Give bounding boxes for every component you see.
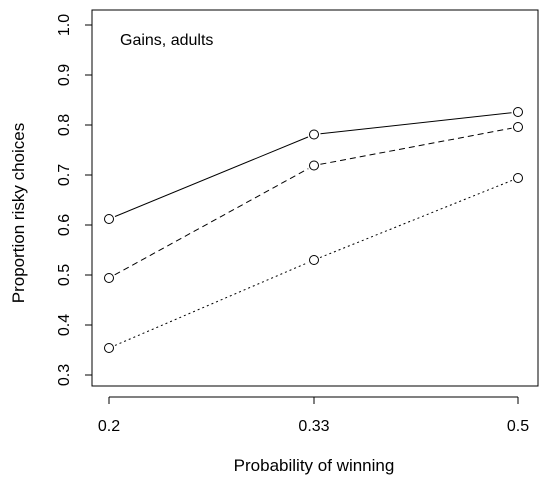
series-1-point <box>513 107 523 117</box>
y-tick-label: 0.6 <box>56 214 73 236</box>
series-3-point <box>309 255 319 265</box>
series-2-point <box>513 122 523 132</box>
series-3-point <box>513 173 523 183</box>
series-1-segment <box>320 112 512 135</box>
series-3-point <box>104 343 114 353</box>
x-tick-label: 0.2 <box>98 418 120 435</box>
series-3-segment <box>114 262 309 346</box>
series-2-point <box>104 273 114 283</box>
series-1-segment <box>114 136 309 217</box>
x-tick-label: 0.5 <box>507 418 529 435</box>
x-axis: 0.2 0.33 0.5 <box>98 396 529 435</box>
x-axis-title: Probability of winning <box>234 456 395 475</box>
x-tick-label: 0.33 <box>298 418 329 435</box>
series-2-point <box>309 160 319 171</box>
y-axis-title: Proportion risky choices <box>9 123 28 303</box>
series-1-point <box>309 129 319 140</box>
y-tick-label: 0.4 <box>56 314 73 336</box>
annotation-label: Gains, adults <box>120 32 213 49</box>
y-tick-label: 0.9 <box>56 64 73 86</box>
y-tick-label: 0.5 <box>56 264 73 286</box>
series-2-segment <box>320 127 512 165</box>
y-axis: 0.3 0.4 0.5 0.6 0.7 0.8 0.9 1.0 <box>56 14 93 386</box>
series-3-segment <box>319 179 513 259</box>
y-tick-label: 0.3 <box>56 364 73 386</box>
series-layer <box>104 107 523 353</box>
y-tick-label: 0.8 <box>56 114 73 136</box>
series-2-segment <box>114 168 309 276</box>
series-1-point <box>104 214 114 224</box>
y-tick-label: 0.7 <box>56 164 73 186</box>
y-tick-label: 1.0 <box>56 14 73 36</box>
